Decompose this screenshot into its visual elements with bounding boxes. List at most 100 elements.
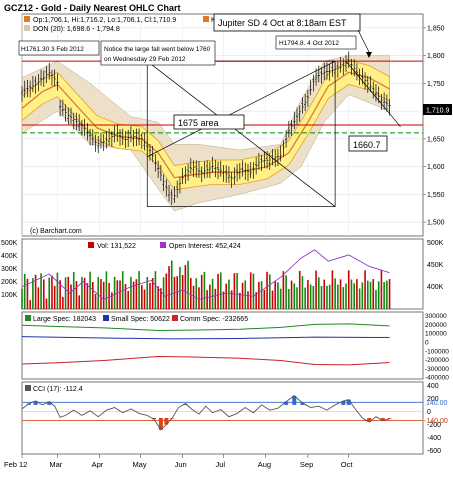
volume-bar: [242, 283, 244, 309]
volume-bar: [57, 273, 59, 309]
volume-bar: [296, 287, 298, 309]
volume-bar: [119, 280, 121, 309]
comm-spec-label: Comm Spec: -232665: [180, 316, 248, 323]
volume-bar: [264, 290, 266, 309]
price-y-tick-label: 1,850: [427, 25, 445, 32]
volume-bar: [206, 290, 208, 309]
volume-bar: [114, 277, 116, 309]
volume-bar: [125, 284, 127, 309]
price-y-tick-label: 1,750: [427, 81, 445, 88]
volume-left-tick-label: 500K: [1, 240, 18, 247]
volume-bar: [87, 283, 89, 309]
volume-bar: [21, 289, 23, 309]
cci-swatch: [25, 385, 31, 391]
volume-bar: [138, 271, 140, 309]
volume-bar: [127, 291, 129, 309]
volume-bar: [359, 288, 361, 309]
volume-bar: [130, 277, 132, 309]
cci-y-axis: 4002000-200-400-600140.00-140.00: [424, 383, 448, 455]
price-y-tick-label: 1,650: [427, 136, 445, 143]
volume-bar: [155, 271, 157, 309]
price-y-tick-label: 1,550: [427, 192, 445, 199]
last-value-label: 1,710.9: [426, 108, 449, 115]
k-legend-swatch: [203, 16, 209, 22]
volume-right-tick-label: 400K: [427, 284, 444, 291]
volume-bar: [195, 278, 197, 309]
cci-label: CCI (17): -112.4: [33, 386, 83, 393]
volume-bar: [176, 276, 178, 309]
area-1675-label: 1675 area: [178, 118, 219, 128]
volume-bar: [285, 275, 287, 309]
volume-bar: [310, 285, 312, 309]
volume-bar: [92, 282, 94, 309]
volume-bar: [389, 279, 391, 309]
volume-bar: [332, 270, 334, 309]
cci-lower-level-label: -140.00: [424, 418, 448, 425]
volume-bar: [334, 278, 336, 309]
volume-bar: [370, 282, 372, 309]
volume-bar: [76, 281, 78, 309]
volume-bar: [378, 281, 380, 309]
volume-bar: [89, 272, 91, 309]
ohlc-legend-swatch: [24, 16, 30, 22]
volume-bar: [367, 281, 369, 309]
volume-bar: [239, 293, 241, 309]
x-tick-label: Jun: [175, 460, 187, 469]
x-tick-label: Apr: [92, 460, 104, 469]
volume-bar: [32, 278, 34, 309]
price-y-tick-label: 1,500: [427, 220, 445, 227]
volume-bar: [364, 270, 366, 309]
volume-bar: [198, 287, 200, 309]
volume-bar: [108, 283, 110, 309]
volume-bar: [274, 281, 276, 309]
volume-bar: [225, 284, 227, 309]
volume-bar: [100, 279, 102, 309]
volume-bar: [168, 266, 170, 309]
volume-bar: [215, 289, 217, 309]
x-axis: Feb 12 Mar Apr May Jun Jul Aug Sep Oct: [4, 454, 353, 469]
volume-bar: [141, 285, 143, 309]
cot-tick-label: 0: [425, 339, 429, 346]
volume-bar: [182, 275, 184, 309]
cot-tick-label: 100000: [425, 331, 447, 338]
x-tick-label: May: [132, 460, 146, 469]
volume-bar: [106, 271, 108, 309]
volume-bar: [166, 274, 168, 309]
comm-spec-swatch: [172, 315, 178, 321]
volume-bar: [228, 280, 230, 309]
vol-label: Vol: 131,522: [97, 243, 136, 250]
volume-bar: [345, 284, 347, 309]
volume-bar: [340, 279, 342, 309]
cci-oversold-fill: [388, 418, 392, 419]
volume-bar: [65, 277, 67, 309]
volume-left-tick-label: 200K: [1, 279, 18, 286]
volume-left-tick-label: 400K: [1, 253, 18, 260]
volume-bar: [187, 261, 189, 309]
volume-left-tick-label: 300K: [1, 266, 18, 273]
volume-bar: [144, 290, 146, 309]
volume-bar: [250, 272, 252, 309]
oi-label: Open Interest: 452,424: [169, 243, 241, 250]
vol-legend-swatch: [88, 242, 94, 248]
x-tick-label: Jul: [215, 460, 225, 469]
cot-tick-label: -400000: [425, 375, 449, 382]
volume-right-tick-label: 450K: [427, 262, 444, 269]
small-spec-swatch: [103, 315, 109, 321]
volume-bar: [269, 274, 271, 309]
volume-bar: [24, 274, 26, 309]
small-spec-label: Small Spec: 50622: [111, 316, 170, 323]
volume-bar: [70, 285, 72, 309]
large-spec-swatch: [25, 315, 31, 321]
volume-bar: [236, 273, 238, 309]
volume-bar: [231, 290, 233, 309]
volume-bar: [54, 286, 56, 309]
cot-tick-label: 200000: [425, 322, 447, 329]
volume-bar: [247, 291, 249, 309]
volume-bar: [253, 274, 255, 309]
h1761-annotation: H1761.30 3 Feb 2012: [21, 46, 84, 53]
volume-bar: [337, 285, 339, 309]
volume-bar: [190, 278, 192, 309]
x-tick-label: Sep: [300, 460, 313, 469]
cot-tick-label: -200000: [425, 357, 449, 364]
cci-tick-label: -600: [427, 448, 441, 455]
